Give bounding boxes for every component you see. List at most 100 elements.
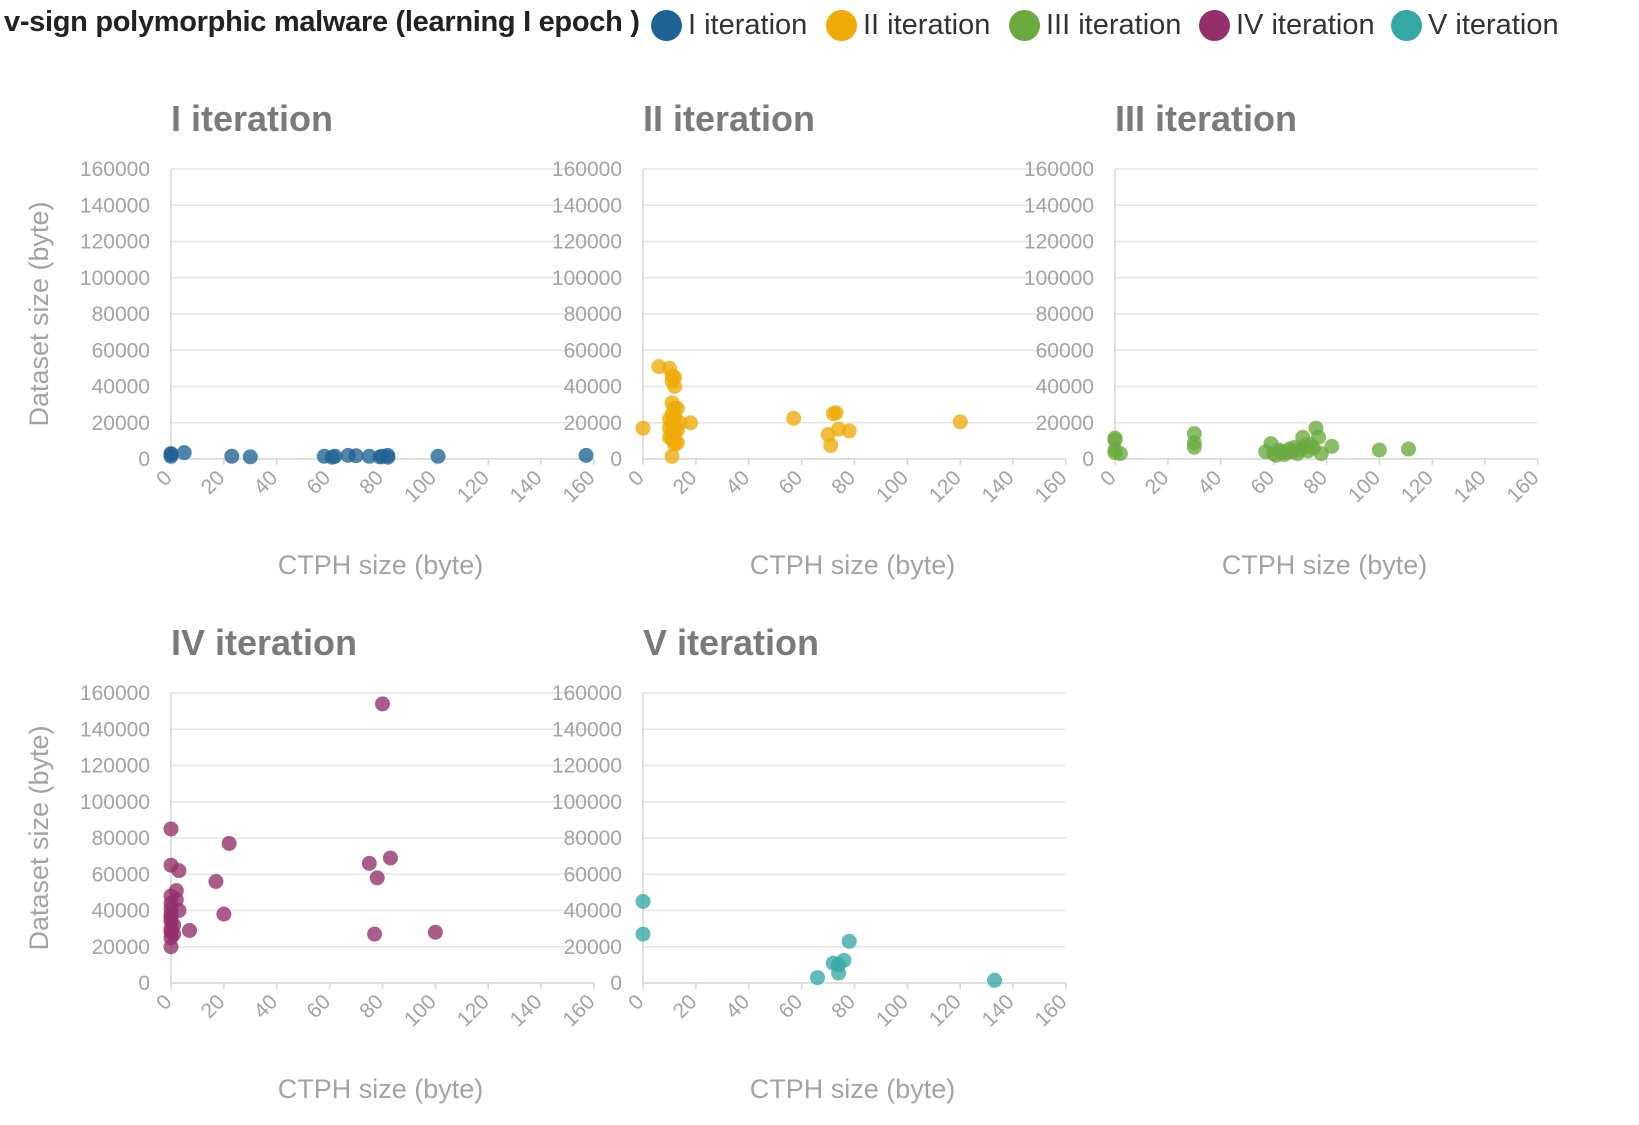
legend-label: IV iteration (1236, 9, 1375, 41)
y-tick-label: 160000 (552, 682, 622, 705)
x-tick-label: 40 (722, 466, 755, 499)
legend-swatch-icon (1009, 10, 1040, 41)
y-tick-label: 60000 (564, 863, 622, 886)
y-tick-label: 0 (138, 972, 150, 995)
x-tick-label: 20 (669, 466, 702, 499)
x-tick-label: 100 (400, 466, 441, 507)
x-tick-label: 0 (624, 990, 649, 1015)
x-tick-label: 20 (1141, 466, 1174, 499)
x-tick-label: 0 (1096, 466, 1121, 491)
y-tick-label: 160000 (552, 158, 622, 181)
x-axis-label: CTPH size (byte) (750, 1074, 956, 1104)
legend-swatch-icon (651, 10, 682, 41)
y-tick-label: 100000 (80, 267, 150, 290)
data-point (163, 446, 179, 462)
data-point (669, 422, 685, 438)
x-tick-label: 20 (197, 990, 230, 1023)
data-point (635, 420, 651, 436)
x-axis-label: CTPH size (byte) (750, 550, 956, 580)
data-point (216, 906, 232, 922)
y-tick-label: 120000 (80, 755, 150, 778)
x-tick-label: 120 (453, 990, 494, 1031)
x-tick-label: 140 (978, 990, 1019, 1031)
y-tick-label: 20000 (564, 412, 622, 435)
data-point (430, 448, 446, 464)
data-point (635, 893, 651, 909)
x-tick-label: 0 (152, 466, 177, 491)
data-point (1112, 446, 1128, 462)
y-tick-label: 140000 (80, 194, 150, 217)
y-axis-label: Dataset size (byte) (24, 725, 54, 950)
panel-title: II iteration (643, 98, 815, 139)
data-point (221, 835, 237, 851)
y-tick-label: 80000 (564, 827, 622, 850)
data-point (182, 922, 198, 938)
data-point (1186, 439, 1202, 455)
x-tick-label: 120 (453, 466, 494, 507)
legend-swatch-icon (1391, 10, 1422, 41)
x-tick-label: 80 (355, 990, 388, 1023)
y-tick-label: 160000 (80, 682, 150, 705)
x-tick-label: 140 (1450, 466, 1491, 507)
data-point (1324, 438, 1340, 454)
y-tick-label: 40000 (564, 376, 622, 399)
x-tick-label: 40 (722, 990, 755, 1023)
panel-title: III iteration (1115, 98, 1297, 139)
legend-label: I iteration (688, 9, 808, 41)
data-point (841, 423, 857, 439)
y-tick-label: 20000 (92, 936, 150, 959)
y-tick-label: 40000 (1036, 376, 1094, 399)
x-tick-label: 100 (872, 990, 913, 1031)
legend-swatch-icon (826, 10, 857, 41)
y-tick-label: 80000 (564, 303, 622, 326)
data-point (952, 414, 968, 430)
data-point (427, 924, 443, 940)
x-axis-label: CTPH size (byte) (278, 1074, 484, 1104)
y-tick-label: 0 (138, 448, 150, 471)
y-tick-label: 80000 (92, 827, 150, 850)
y-tick-label: 20000 (1036, 412, 1094, 435)
x-tick-label: 140 (506, 990, 547, 1031)
data-point (361, 448, 377, 464)
x-tick-label: 160 (1030, 466, 1071, 507)
y-tick-label: 120000 (552, 755, 622, 778)
y-tick-label: 0 (1082, 448, 1094, 471)
x-tick-label: 80 (827, 466, 860, 499)
main-title: v-sign polymorphic malware (learning I e… (4, 6, 640, 38)
x-tick-label: 160 (558, 990, 599, 1031)
y-tick-label: 40000 (92, 376, 150, 399)
chart-panel-3: III iteration 0 20000 40000 60000 80000 100000… (1024, 98, 1544, 580)
y-tick-label: 140000 (552, 718, 622, 741)
y-tick-label: 160000 (80, 158, 150, 181)
y-tick-label: 120000 (1024, 231, 1094, 254)
panel-title: IV iteration (171, 622, 357, 663)
x-tick-label: 20 (197, 466, 230, 499)
y-tick-label: 160000 (1024, 158, 1094, 181)
y-tick-label: 80000 (1036, 303, 1094, 326)
x-tick-label: 60 (302, 466, 335, 499)
x-tick-label: 120 (925, 466, 966, 507)
x-tick-label: 60 (1246, 466, 1279, 499)
chart-panel-1: I iteration 0 20000 40000 60000 80000 100000 12… (24, 98, 600, 580)
x-tick-label: 40 (250, 466, 283, 499)
panel-title: V iteration (643, 622, 819, 663)
data-point (224, 448, 240, 464)
data-point (163, 821, 179, 837)
x-tick-label: 80 (355, 466, 388, 499)
x-tick-label: 80 (1299, 466, 1332, 499)
y-tick-label: 100000 (552, 791, 622, 814)
x-tick-label: 40 (250, 990, 283, 1023)
data-point (578, 447, 594, 463)
data-point (828, 405, 844, 421)
y-tick-label: 140000 (1024, 194, 1094, 217)
data-point (348, 448, 364, 464)
data-point (327, 448, 343, 464)
legend-label: V iteration (1428, 9, 1559, 41)
data-point (369, 870, 385, 886)
x-tick-label: 0 (152, 990, 177, 1015)
x-tick-label: 100 (872, 466, 913, 507)
legend-label: II iteration (863, 9, 991, 41)
data-point (367, 926, 383, 942)
data-point (176, 445, 192, 461)
